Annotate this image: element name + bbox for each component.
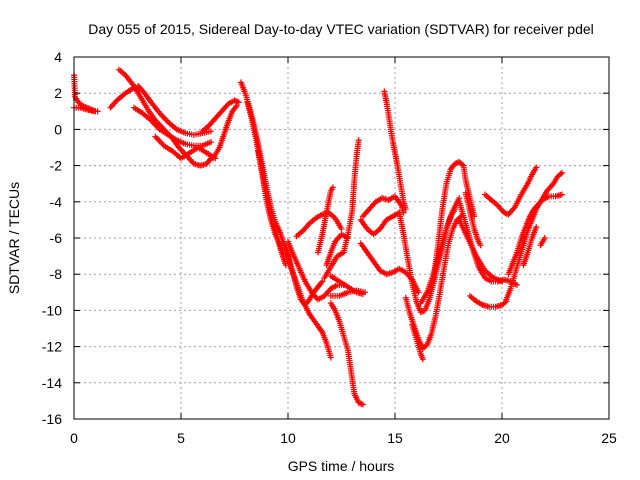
y-tick-label: -12 xyxy=(42,339,62,355)
x-tick-label: 25 xyxy=(601,430,617,446)
y-tick-label: -14 xyxy=(42,375,62,391)
data-point xyxy=(477,242,484,249)
y-tick-label: 4 xyxy=(54,49,62,65)
x-tick-label: 5 xyxy=(177,430,185,446)
y-tick-label: -4 xyxy=(50,194,63,210)
y-axis-label: SDTVAR / TECUs xyxy=(6,182,22,294)
data-point xyxy=(359,291,366,298)
data-point xyxy=(558,191,565,198)
data-point xyxy=(513,282,520,289)
data-point xyxy=(402,206,409,213)
data-point xyxy=(319,278,326,285)
x-tick-label: 0 xyxy=(70,430,78,446)
data-point xyxy=(280,253,287,260)
data-point xyxy=(541,235,548,241)
data-point xyxy=(558,169,565,176)
data-point xyxy=(344,235,351,241)
data-point xyxy=(338,225,345,232)
data-point xyxy=(327,354,334,361)
data-point xyxy=(355,137,362,144)
x-tick-label: 20 xyxy=(494,430,510,446)
data-point xyxy=(232,104,239,111)
y-tick-label: -8 xyxy=(50,266,63,282)
y-tick-label: -6 xyxy=(50,230,63,246)
data-point xyxy=(415,289,422,296)
data-point xyxy=(233,102,240,109)
data-point xyxy=(359,401,366,408)
data-point xyxy=(207,139,214,146)
chart-title: Day 055 of 2015, Sidereal Day-to-day VTE… xyxy=(88,21,594,37)
data-point xyxy=(329,184,336,191)
data-point xyxy=(533,164,540,171)
data-point xyxy=(305,297,312,304)
data-points xyxy=(71,66,565,408)
x-axis-label: GPS time / hours xyxy=(288,458,395,474)
data-point xyxy=(499,278,505,285)
y-tick-label: -16 xyxy=(42,411,62,427)
y-tick-label: 2 xyxy=(54,85,62,101)
axis-ticks xyxy=(73,56,610,420)
x-tick-label: 10 xyxy=(280,430,296,446)
data-point xyxy=(94,108,101,115)
y-tick-label: -2 xyxy=(50,158,63,174)
data-point xyxy=(235,99,242,106)
data-point xyxy=(419,356,426,363)
y-tick-label: 0 xyxy=(54,121,62,137)
data-point xyxy=(207,128,214,135)
y-tick-label: -10 xyxy=(42,302,62,318)
x-tick-label: 15 xyxy=(387,430,403,446)
data-point xyxy=(318,279,325,286)
data-point xyxy=(533,224,540,231)
